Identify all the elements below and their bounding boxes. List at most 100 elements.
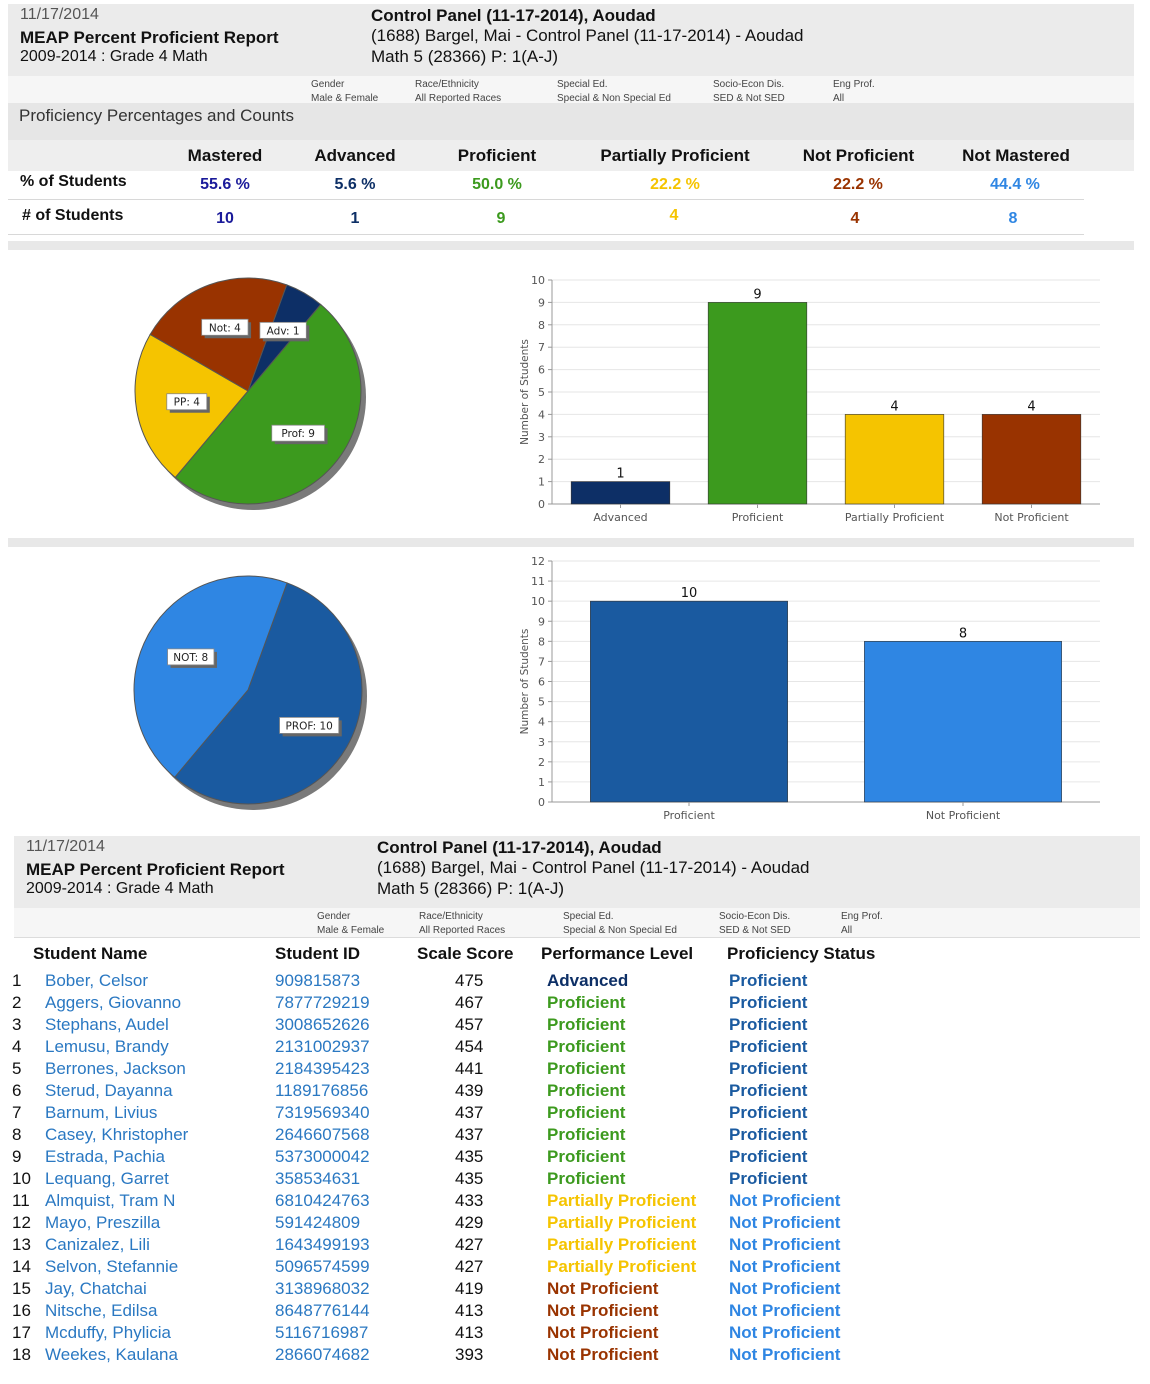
student-id-link[interactable]: 2131002937 bbox=[275, 1037, 370, 1056]
student-id-link[interactable]: 1643499193 bbox=[275, 1235, 370, 1254]
th-proficiency-status: Proficiency Status bbox=[727, 944, 876, 963]
y-tick-label: 1 bbox=[538, 476, 545, 489]
col-mastered: Mastered bbox=[187, 146, 263, 165]
student-id-link[interactable]: 8648776144 bbox=[275, 1301, 370, 1320]
scale-score: 413 bbox=[455, 1301, 484, 1320]
student-name-link[interactable]: Sterud, Dayanna bbox=[45, 1081, 173, 1100]
report-date: 11/17/2014 bbox=[20, 6, 99, 23]
student-id-link[interactable]: 2866074682 bbox=[275, 1345, 370, 1364]
student-id-link[interactable]: 5116716987 bbox=[275, 1323, 369, 1342]
student-name-link[interactable]: Jay, Chatchai bbox=[45, 1279, 147, 1298]
proficiency-status: Not Proficient bbox=[729, 1279, 841, 1298]
bar-value-label: 4 bbox=[890, 399, 898, 414]
student-name-link[interactable]: Estrada, Pachia bbox=[45, 1147, 166, 1166]
count-partially-proficient: 4 bbox=[669, 207, 679, 224]
pct-advanced: 5.6 % bbox=[334, 176, 376, 193]
table-row: 4 Lemusu, Brandy 2131002937 454 Proficient Pr… bbox=[0, 1037, 1150, 1059]
student-name-link[interactable]: Aggers, Giovanno bbox=[45, 993, 182, 1012]
student-name-link[interactable]: Lemusu, Brandy bbox=[45, 1037, 169, 1056]
student-id-link[interactable]: 1189176856 bbox=[275, 1081, 369, 1100]
proficiency-bar-chart: 0 1 2 3 4 5 6 7 8 9 10 Number of Students 1 Advanced 9… bbox=[519, 274, 1100, 524]
count-not-proficient: 4 bbox=[850, 210, 860, 227]
col-partially-proficient: Partially Proficient bbox=[600, 146, 750, 165]
proficiency-status: Proficient bbox=[729, 1015, 808, 1034]
student-name-link[interactable]: Selvon, Stefannie bbox=[45, 1257, 179, 1276]
student-id-link[interactable]: 591424809 bbox=[275, 1213, 361, 1232]
student-name-link[interactable]: Weekes, Kaulana bbox=[45, 1345, 178, 1364]
bar bbox=[981, 414, 1082, 505]
proficiency-status: Proficient bbox=[729, 971, 808, 990]
table-row: 10 Lequang, Garret 358534631 435 Proficient P… bbox=[0, 1169, 1150, 1191]
student-name-link[interactable]: Canizalez, Lili bbox=[45, 1235, 150, 1254]
row-number: 18 bbox=[12, 1345, 31, 1364]
bar-value-label: 9 bbox=[753, 287, 761, 302]
pie-label-box bbox=[259, 321, 307, 339]
pie-label: Adv: 1 bbox=[267, 325, 300, 337]
row-number: 2 bbox=[12, 993, 22, 1012]
student-id-link[interactable]: 6810424763 bbox=[275, 1191, 370, 1210]
student-id-link[interactable]: 5096574599 bbox=[275, 1257, 370, 1276]
count-row-label: # of Students bbox=[22, 207, 124, 224]
x-tick-label: Not Proficient bbox=[994, 511, 1069, 524]
student-id-link[interactable]: 358534631 bbox=[275, 1169, 361, 1188]
student-name-link[interactable]: Almquist, Tram N bbox=[45, 1191, 176, 1210]
table-row: 12 Mayo, Preszilla 591424809 429 Partially P… bbox=[0, 1213, 1150, 1235]
table-row: 14 Selvon, Stefannie 5096574599 427 Partiall… bbox=[0, 1257, 1150, 1279]
report-header-bottom: 11/17/2014 MEAP Percent Proficient Repor… bbox=[14, 836, 1140, 938]
student-id-link[interactable]: 909815873 bbox=[275, 971, 361, 990]
performance-level: Proficient bbox=[547, 1103, 626, 1122]
student-name-link[interactable]: Barnum, Livius bbox=[45, 1103, 158, 1122]
th-student-name: Student Name bbox=[33, 944, 148, 963]
pie-label-box bbox=[167, 648, 215, 666]
row-number: 16 bbox=[12, 1301, 31, 1320]
y-tick-label: 9 bbox=[538, 296, 545, 309]
control-panel-title: Control Panel (11-17-2014), Aoudad bbox=[371, 6, 656, 25]
student-id-link[interactable]: 3138968032 bbox=[275, 1279, 370, 1298]
student-name-link[interactable]: Berrones, Jackson bbox=[45, 1059, 186, 1078]
table-row: 9 Estrada, Pachia 5373000042 435 Proficient P… bbox=[0, 1147, 1150, 1169]
performance-level: Proficient bbox=[547, 993, 626, 1012]
y-tick-label: 0 bbox=[538, 498, 545, 511]
y-tick-label: 0 bbox=[538, 796, 545, 809]
student-name-link[interactable]: Mcduffy, Phylicia bbox=[45, 1323, 171, 1342]
student-id-link[interactable]: 3008652626 bbox=[275, 1015, 370, 1034]
y-axis-label: Number of Students bbox=[519, 629, 531, 735]
pie-slice-prof bbox=[174, 303, 362, 505]
student-id-link[interactable]: 5373000042 bbox=[275, 1147, 370, 1166]
row-number: 8 bbox=[12, 1125, 22, 1144]
y-tick-label: 12 bbox=[531, 555, 545, 568]
student-id-link[interactable]: 7319569340 bbox=[275, 1103, 370, 1122]
performance-level: Partially Proficient bbox=[547, 1213, 697, 1232]
table-row: 11 Almquist, Tram N 6810424763 433 Partially… bbox=[0, 1191, 1150, 1213]
proficiency-status: Proficient bbox=[729, 1081, 808, 1100]
student-name-link[interactable]: Mayo, Preszilla bbox=[45, 1213, 161, 1232]
y-tick-label: 2 bbox=[538, 756, 545, 769]
th-student-id: Student ID bbox=[275, 944, 360, 963]
section-divider bbox=[8, 538, 1134, 547]
student-name-link[interactable]: Nitsche, Edilsa bbox=[45, 1301, 158, 1320]
student-name-link[interactable]: Lequang, Garret bbox=[45, 1169, 169, 1188]
student-id-link[interactable]: 7877729219 bbox=[275, 993, 370, 1012]
student-name-link[interactable]: Casey, Khristopher bbox=[45, 1125, 189, 1144]
scale-score: 435 bbox=[455, 1169, 484, 1188]
scale-score: 435 bbox=[455, 1147, 484, 1166]
y-tick-label: 1 bbox=[538, 776, 545, 789]
student-name-link[interactable]: Stephans, Audel bbox=[45, 1015, 169, 1034]
performance-level: Partially Proficient bbox=[547, 1235, 697, 1254]
student-name-link[interactable]: Bober, Celsor bbox=[45, 971, 148, 990]
scale-score: 439 bbox=[455, 1081, 484, 1100]
report-title: MEAP Percent Proficient Report bbox=[26, 860, 285, 879]
table-row: 18 Weekes, Kaulana 2866074682 393 Not Profic… bbox=[0, 1345, 1150, 1367]
report-subtitle: 2009-2014 : Grade 4 Math bbox=[20, 48, 208, 65]
y-tick-label: 6 bbox=[538, 676, 545, 689]
scale-score: 433 bbox=[455, 1191, 484, 1210]
student-id-link[interactable]: 2646607568 bbox=[275, 1125, 370, 1144]
student-id-link[interactable]: 2184395423 bbox=[275, 1059, 370, 1078]
proficiency-status: Proficient bbox=[729, 1037, 808, 1056]
row-number: 13 bbox=[12, 1235, 31, 1254]
control-panel-title: Control Panel (11-17-2014), Aoudad bbox=[377, 838, 662, 857]
course-line: Math 5 (28366) P: 1(A-J) bbox=[371, 47, 559, 66]
proficiency-status: Not Proficient bbox=[729, 1345, 841, 1364]
performance-level: Proficient bbox=[547, 1147, 626, 1166]
